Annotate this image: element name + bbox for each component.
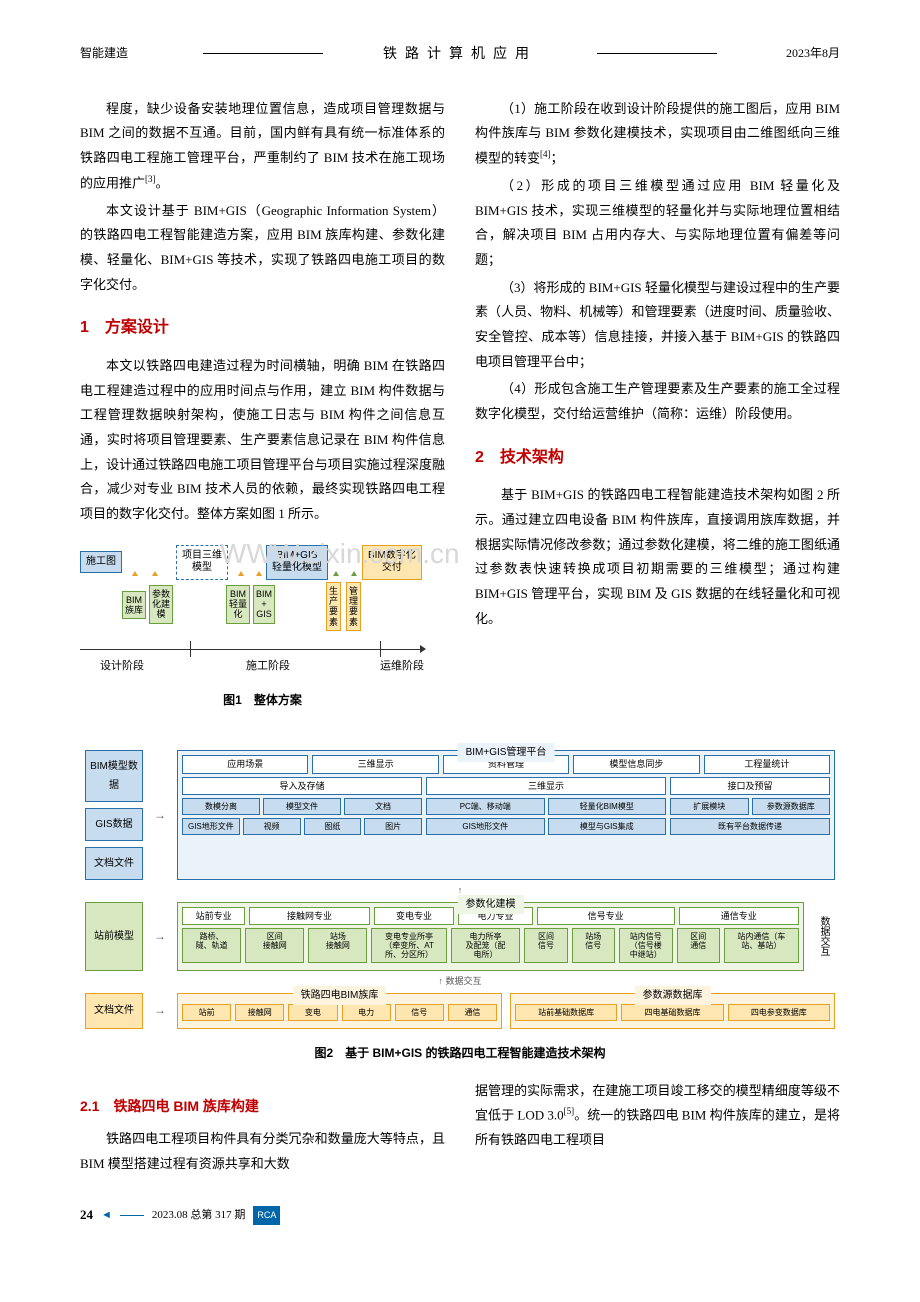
- footer-issue: 2023.08 总第 317 期: [152, 1205, 246, 1226]
- fig2-lbox-2: GIS数据: [85, 808, 143, 841]
- page-header: 智能建造 铁路计算机应用 2023年8月: [80, 40, 840, 67]
- footer-divider: [120, 1215, 144, 1216]
- figure-1-diagram: 施工图 项目三维模型 BIM+GIS轻量化模型 BIM数字化交付 BIM族库 参…: [80, 541, 445, 681]
- arrow-icon: [351, 571, 357, 576]
- fig2-lbox-3: 文档文件: [85, 847, 143, 880]
- arrow-icon: [152, 571, 158, 576]
- fig1-small-2: 参数化建模: [149, 585, 173, 624]
- arrow-label: ↑ 数据交互: [85, 973, 835, 990]
- fig1-box-1: 施工图: [80, 551, 122, 574]
- upper-columns: WWW.zixin.com.cn 程度，缺少设备安装地理位置信息，造成项目管理数…: [80, 97, 840, 726]
- arrow-icon: [238, 571, 244, 576]
- fig2-lbox-4: 站前模型: [85, 902, 143, 972]
- figure-2-diagram: BIM模型数据 GIS数据 文档文件 → BIM+GIS管理平台 应用场景 三维…: [80, 745, 840, 1033]
- fig1-small-1: BIM族库: [122, 591, 146, 620]
- lower-right-p: 据管理的实际需求，在建施工项目竣工移交的模型精细度等级不宜低于 LOD 3.0[…: [475, 1079, 840, 1153]
- fig1-small-6: 管理要素: [346, 582, 361, 631]
- arrow-right-icon: →: [151, 993, 169, 1029]
- fig1-small-4: BIM+GIS: [253, 585, 275, 624]
- fig2-bot-right: 参数源数据库 站前基础数据库 四电基础数据库 四电参变数据库: [510, 993, 835, 1029]
- footer-arrow-icon: ◄: [101, 1205, 112, 1226]
- right-p3: （3）将形成的 BIM+GIS 轻量化模型与建设过程中的生产要素（人员、物料、机…: [475, 276, 840, 375]
- arrow-icon: [333, 571, 339, 576]
- right-p5: 基于 BIM+GIS 的铁路四电工程智能建造技术架构如图 2 所示。通过建立四电…: [475, 483, 840, 631]
- side-label: 数据交互: [812, 902, 835, 972]
- fig2-mid-panel: 参数化建模 站前专业 接触网专业 变电专业 电力专业 信号专业 通信专业 路桥、…: [177, 902, 804, 972]
- header-center: 铁路计算机应用: [333, 40, 586, 67]
- lower-right-column: 据管理的实际需求，在建施工项目竣工移交的模型精细度等级不宜低于 LOD 3.0[…: [475, 1079, 840, 1180]
- arrow-icon: [256, 571, 262, 576]
- arrow-icon: [132, 571, 138, 576]
- fig2-lbox-1: BIM模型数据: [85, 750, 143, 802]
- fig1-box-4: BIM数字化交付: [362, 545, 422, 580]
- left-column: 程度，缺少设备安装地理位置信息，造成项目管理数据与 BIM 之间的数据不互通。目…: [80, 97, 445, 726]
- fig1-box-3: BIM+GIS轻量化模型: [266, 545, 328, 580]
- right-column: （1）施工阶段在收到设计阶段提供的施工图后，应用 BIM 构件族库与 BIM 参…: [475, 97, 840, 726]
- footer-rca-badge: RCA: [253, 1206, 280, 1225]
- fig2-top-panel: BIM+GIS管理平台 应用场景 三维显示 资料管理 模型信息同步 工程量统计 …: [177, 750, 835, 880]
- fig2-bot-left: 铁路四电BIM族库 站前 接触网 变电 电力 信号 通信: [177, 993, 502, 1029]
- arrow-right-icon: →: [151, 750, 169, 880]
- fig1-label-2: 施工阶段: [246, 656, 290, 677]
- panel-title: BIM+GIS管理平台: [458, 743, 555, 762]
- arrow-right-icon: →: [151, 902, 169, 972]
- lower-left-p: 铁路四电工程项目构件具有分类冗杂和数量庞大等特点，且 BIM 模型搭建过程有资源…: [80, 1127, 445, 1176]
- figure-1-caption: 图1 整体方案: [80, 689, 445, 712]
- figure-2-caption: 图2 基于 BIM+GIS 的铁路四电工程智能建造技术架构: [80, 1042, 840, 1065]
- page-footer: 24 ◄ 2023.08 总第 317 期 RCA: [80, 1203, 840, 1228]
- left-p2: 本文设计基于 BIM+GIS（Geographic Information Sy…: [80, 199, 445, 298]
- figure-1: 施工图 项目三维模型 BIM+GIS轻量化模型 BIM数字化交付 BIM族库 参…: [80, 541, 445, 712]
- right-p2: （2）形成的项目三维模型通过应用 BIM 轻量化及 BIM+GIS 技术，实现三…: [475, 174, 840, 273]
- lower-left-column: 2.1 铁路四电 BIM 族库构建 铁路四电工程项目构件具有分类冗杂和数量庞大等…: [80, 1079, 445, 1180]
- left-p3: 本文以铁路四电建造过程为时间横轴，明确 BIM 在铁路四电工程建造过程中的应用时…: [80, 354, 445, 527]
- fig1-small-3: BIM轻量化: [226, 585, 250, 624]
- right-p4: （4）形成包含施工生产管理要素及生产要素的施工全过程数字化模型，交付给运营维护（…: [475, 377, 840, 426]
- figure-2: BIM模型数据 GIS数据 文档文件 → BIM+GIS管理平台 应用场景 三维…: [80, 745, 840, 1064]
- panel-title: 参数化建模: [458, 895, 524, 914]
- fig1-box-2: 项目三维模型: [176, 545, 228, 580]
- right-p1: （1）施工阶段在收到设计阶段提供的施工图后，应用 BIM 构件族库与 BIM 参…: [475, 97, 840, 171]
- left-p1: 程度，缺少设备安装地理位置信息，造成项目管理数据与 BIM 之间的数据不互通。目…: [80, 97, 445, 196]
- section-2-1-heading: 2.1 铁路四电 BIM 族库构建: [80, 1093, 445, 1120]
- fig1-label-3: 运维阶段: [380, 656, 424, 677]
- fig1-axis: [80, 649, 420, 650]
- section-1-heading: 1 方案设计: [80, 313, 445, 343]
- fig2-lbox-5: 文档文件: [85, 993, 143, 1029]
- section-2-heading: 2 技术架构: [475, 443, 840, 473]
- page-number: 24: [80, 1203, 93, 1228]
- arrow-right-icon: [420, 645, 426, 653]
- fig1-small-5: 生产要素: [326, 582, 341, 631]
- lower-columns: 2.1 铁路四电 BIM 族库构建 铁路四电工程项目构件具有分类冗杂和数量庞大等…: [80, 1079, 840, 1180]
- fig1-label-1: 设计阶段: [100, 656, 144, 677]
